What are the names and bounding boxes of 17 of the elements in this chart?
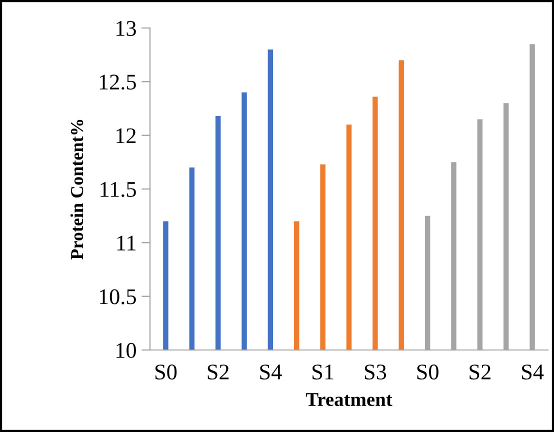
x-axis-title: Treatment — [306, 393, 392, 406]
x-tick-label: S0 — [417, 364, 438, 380]
x-tick-label: S3 — [364, 364, 386, 380]
x-tick-label: S1 — [312, 364, 334, 380]
x-tick-label: S4 — [522, 364, 544, 380]
y-tick-label: 13 — [116, 20, 136, 36]
x-tick-label: S4 — [260, 364, 282, 380]
y-tick-label: 10.5 — [100, 289, 136, 304]
y-tick-label: 10 — [116, 342, 136, 358]
y-tick-label: 12 — [116, 128, 136, 144]
y-axis-title: Protein Content% — [70, 120, 84, 260]
x-tick-label: S2 — [208, 364, 229, 380]
y-tick-label: 12.5 — [100, 74, 136, 90]
y-tick-label: 11 — [117, 236, 136, 250]
y-tick-label: 11.5 — [100, 182, 136, 198]
x-tick-label: S2 — [470, 364, 490, 380]
x-tick-label: S0 — [155, 364, 177, 380]
